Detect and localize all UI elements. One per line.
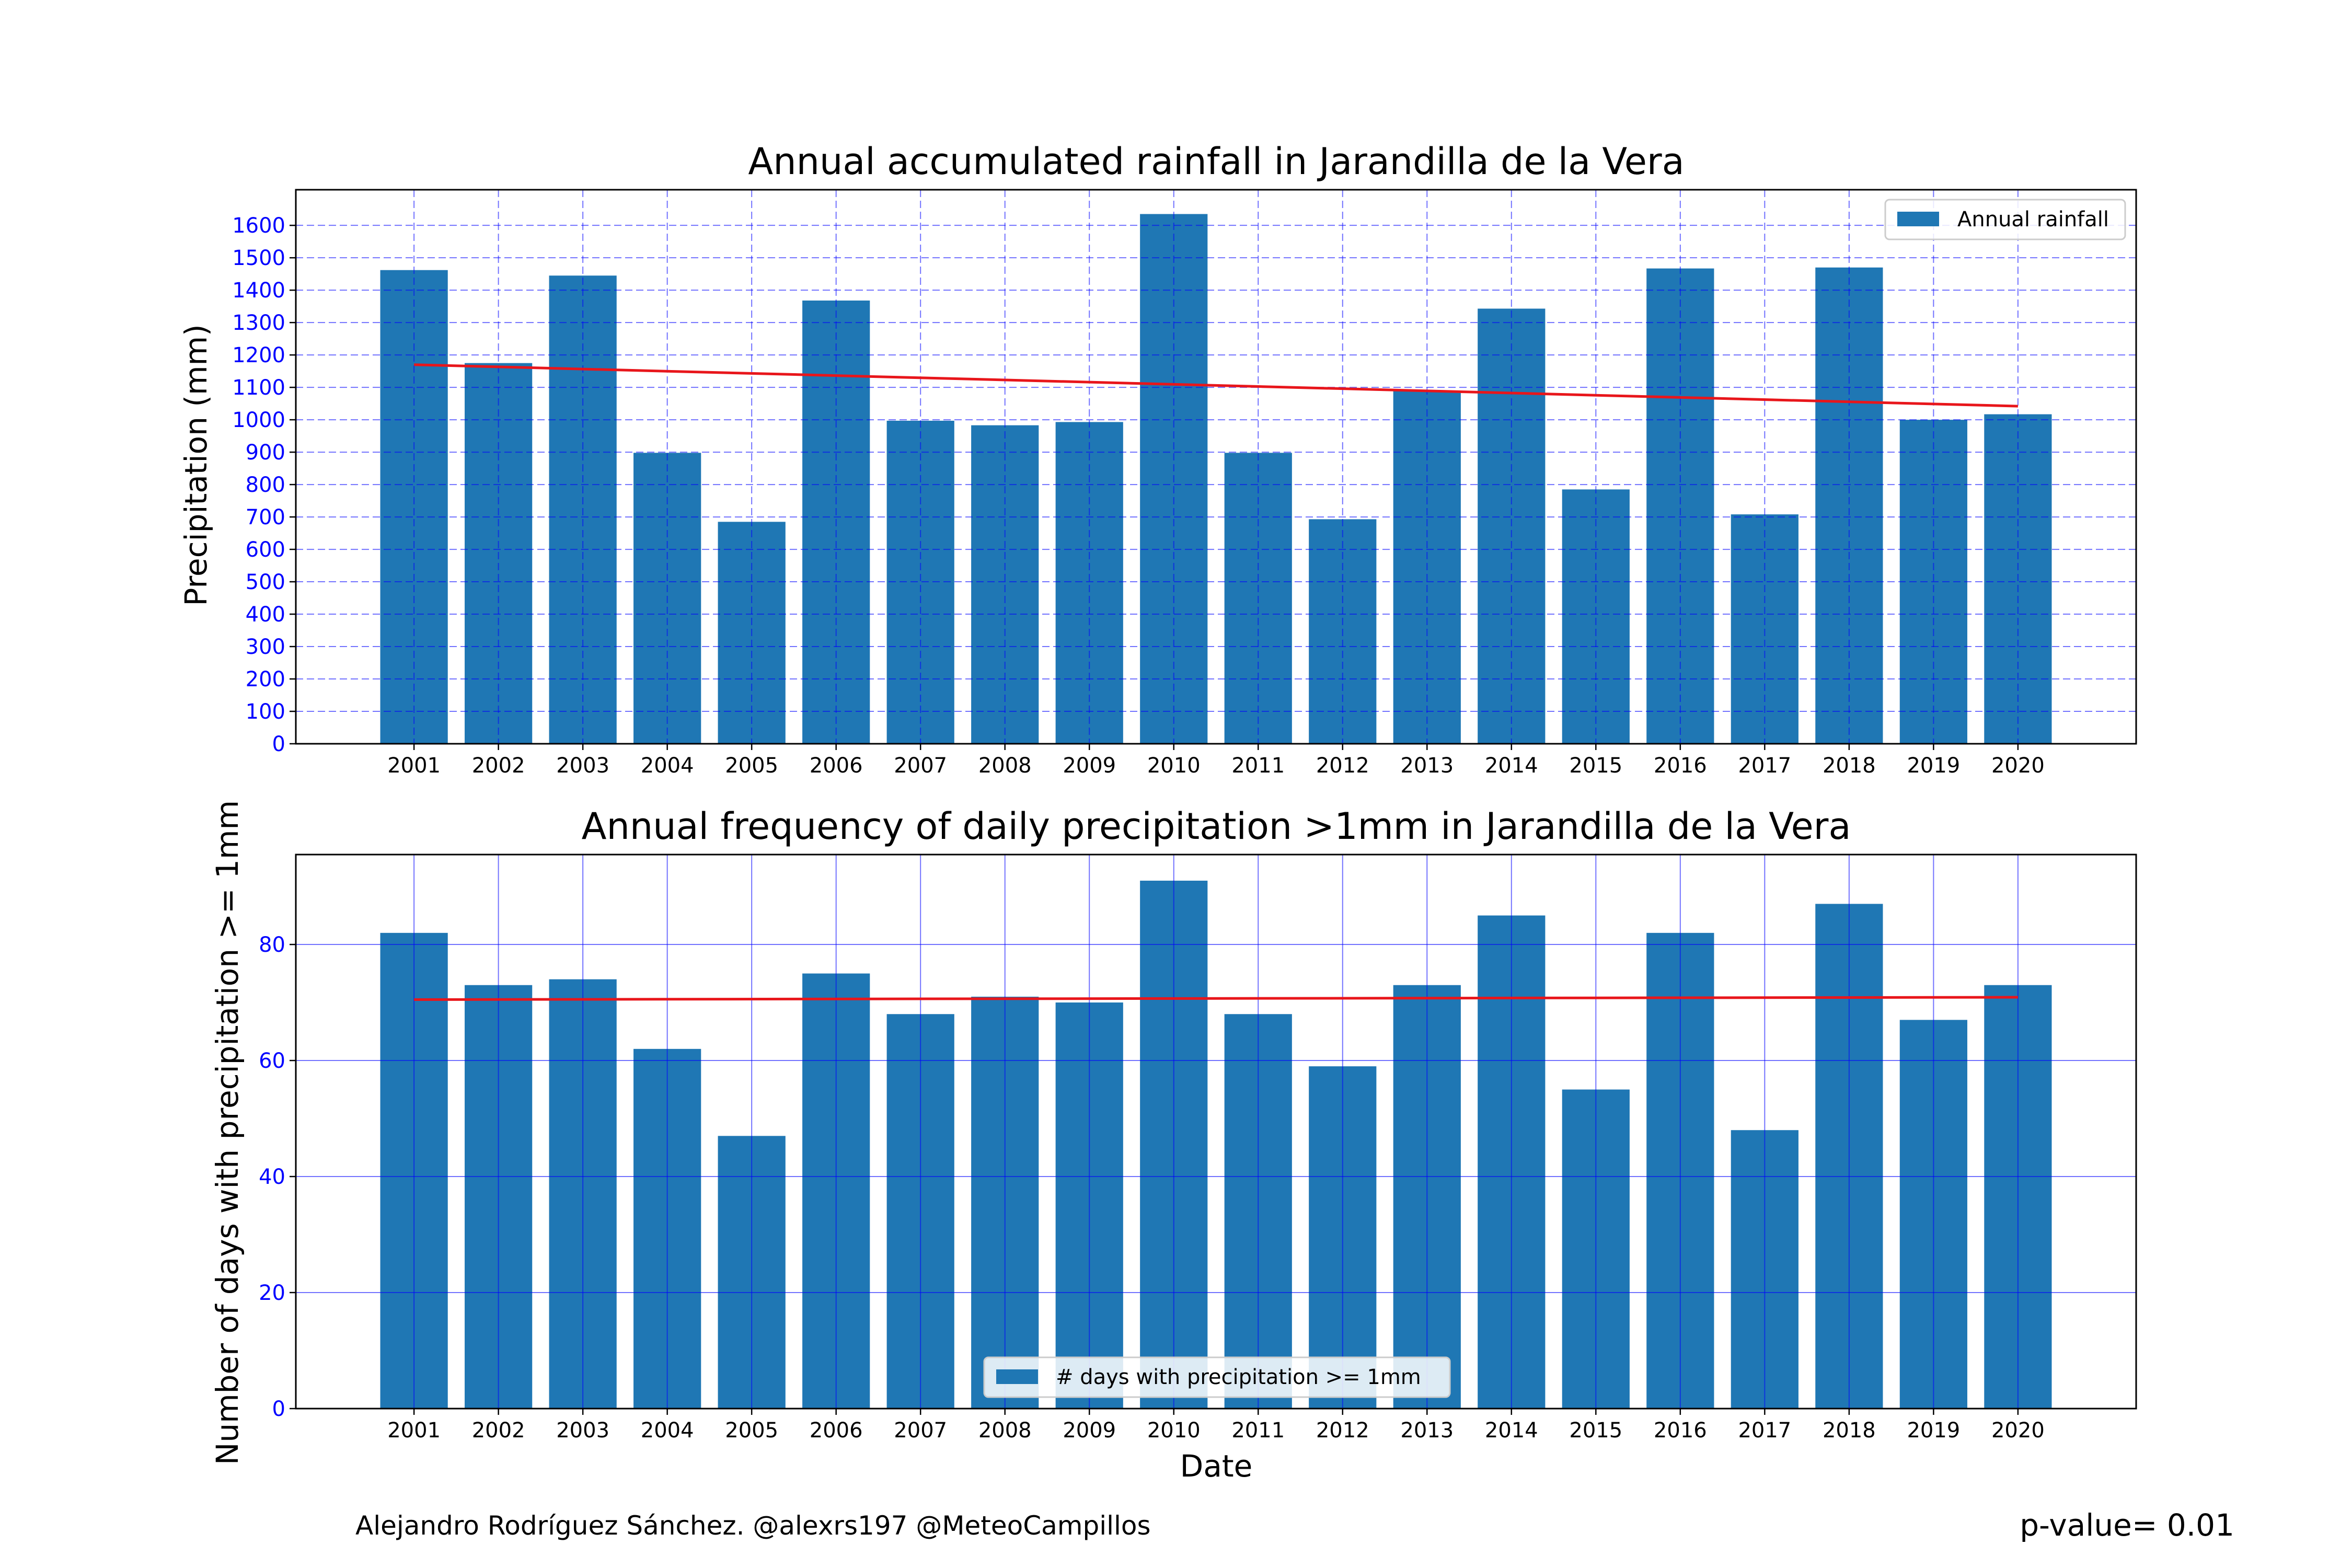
- rainfall-x-tick-label: 2017: [1738, 754, 1791, 778]
- rainfall-x-tick-label: 2006: [810, 754, 863, 778]
- rainfall-x-tick-label: 2013: [1400, 754, 1454, 778]
- rainfall-x-tick-label: 2009: [1063, 754, 1116, 778]
- rain-days-y-axis-label: Number of days with precipitation >= 1mm: [210, 800, 245, 1465]
- rainfall-y-axis-label: Precipitation (mm): [178, 324, 214, 606]
- rainfall-legend-swatch: [1897, 212, 1939, 226]
- p-value-label: p-value= 0.01: [2020, 1507, 2234, 1543]
- rainfall-y-tick-label: 1200: [232, 343, 285, 367]
- rain-days-x-tick-label: 2011: [1231, 1419, 1285, 1443]
- rainfall-legend-label: Annual rainfall: [1957, 207, 2109, 232]
- rain-days-x-tick-label: 2015: [1569, 1419, 1622, 1443]
- rain-days-x-tick-label: 2003: [556, 1419, 609, 1443]
- rainfall-x-tick-label: 2016: [1654, 754, 1707, 778]
- rainfall-y-tick-label: 400: [246, 603, 285, 627]
- rainfall-x-tick-label: 2011: [1231, 754, 1285, 778]
- rainfall-bars: [380, 214, 2052, 744]
- rainfall-y-tick-label: 500: [246, 570, 285, 594]
- rain-days-x-tick-label: 2019: [1907, 1419, 1960, 1443]
- rain-days-chart-title: Annual frequency of daily precipitation …: [582, 805, 1851, 848]
- rainfall-x-tick-label: 2007: [894, 754, 947, 778]
- rainfall-x-tick-label: 2020: [1991, 754, 2045, 778]
- rainfall-x-tick-label: 2015: [1569, 754, 1622, 778]
- rain-days-y-tick-label: 40: [259, 1165, 285, 1189]
- rain-days-x-tick-label: 2010: [1147, 1419, 1201, 1443]
- rainfall-trend: [414, 363, 2018, 408]
- rainfall-grid: [296, 190, 2136, 744]
- rainfall-y-tick-label: 600: [246, 538, 285, 562]
- rain-days-x-tick-label: 2017: [1738, 1419, 1791, 1443]
- rainfall-x-tick-label: 2012: [1316, 754, 1369, 778]
- rain-days-ticks: 0 20 40 60 80 2001 2002 2003 2004 2005 2006 2007 200…: [259, 933, 2045, 1443]
- rainfall-y-tick-label: 100: [246, 700, 285, 724]
- rainfall-y-tick-label: 1300: [232, 311, 285, 335]
- rain-days-x-tick-label: 2009: [1063, 1419, 1116, 1443]
- rain-days-trend: [414, 996, 2018, 1001]
- rainfall-y-tick-label: 300: [246, 635, 285, 659]
- rain-days-chart: Annual frequency of daily precipitation …: [210, 800, 2137, 1484]
- rainfall-x-tick-label: 2018: [1823, 754, 1876, 778]
- rain-days-y-tick-label: 20: [259, 1281, 285, 1305]
- rainfall-y-tick-label: 1500: [232, 246, 285, 270]
- rainfall-plot-frame: [295, 189, 2137, 745]
- rainfall-y-tick-label: 1600: [232, 214, 285, 238]
- rain-days-y-tick-label: 80: [259, 933, 285, 957]
- rainfall-x-tick-label: 2001: [387, 754, 441, 778]
- rainfall-chart: Annual accumulated rainfall in Jarandill…: [178, 140, 2137, 778]
- rainfall-x-tick-label: 2004: [641, 754, 694, 778]
- rainfall-y-tick-label: 200: [246, 667, 285, 691]
- rainfall-x-tick-label: 2014: [1485, 754, 1538, 778]
- rainfall-legend: Annual rainfall: [1884, 199, 2126, 240]
- rainfall-ticks: 0 100 200 300 400 500 600 700 800 900 1000 1100 1200…: [232, 214, 2045, 778]
- rainfall-x-tick-label: 2003: [556, 754, 609, 778]
- rainfall-x-tick-label: 2008: [978, 754, 1032, 778]
- rain-days-y-tick-label: 0: [272, 1397, 285, 1421]
- rainfall-y-tick-label: 1400: [232, 279, 285, 303]
- rain-days-trend-line: [414, 996, 2018, 1001]
- rain-days-x-tick-label: 2004: [641, 1419, 694, 1443]
- rain-days-bars: [380, 880, 2052, 1409]
- rainfall-y-tick-label: 1100: [232, 376, 285, 400]
- rain-days-x-axis-label: Date: [1180, 1448, 1253, 1484]
- rain-days-x-tick-label: 2012: [1316, 1419, 1369, 1443]
- rain-days-x-tick-label: 2014: [1485, 1419, 1538, 1443]
- rain-days-x-tick-label: 2020: [1991, 1419, 2045, 1443]
- rainfall-bar: [1646, 268, 1714, 744]
- rain-days-x-tick-label: 2002: [472, 1419, 525, 1443]
- rainfall-x-tick-label: 2005: [725, 754, 778, 778]
- rain-days-plot-frame: [295, 854, 2137, 1410]
- rain-days-x-tick-label: 2006: [810, 1419, 863, 1443]
- rain-days-y-tick-label: 60: [259, 1049, 285, 1073]
- rainfall-chart-title: Annual accumulated rainfall in Jarandill…: [748, 140, 1684, 183]
- rain-days-legend-label: # days with precipitation >= 1mm: [1056, 1365, 1421, 1389]
- rain-days-x-tick-label: 2001: [387, 1419, 441, 1443]
- rainfall-legend-box: [1884, 199, 2126, 240]
- rain-days-x-tick-label: 2007: [894, 1419, 947, 1443]
- rainfall-x-tick-label: 2010: [1147, 754, 1201, 778]
- rain-days-x-tick-label: 2016: [1654, 1419, 1707, 1443]
- rainfall-y-tick-label: 0: [272, 732, 285, 756]
- rain-days-legend: # days with precipitation >= 1mm: [983, 1356, 1451, 1398]
- rainfall-trend-line: [414, 363, 2018, 408]
- rain-days-x-tick-label: 2005: [725, 1419, 778, 1443]
- rainfall-x-tick-label: 2002: [472, 754, 525, 778]
- author-credit: Alejandro Rodríguez Sánchez. @alexrs197 …: [355, 1511, 1151, 1541]
- rainfall-y-tick-label: 900: [246, 441, 285, 465]
- rainfall-y-tick-label: 800: [246, 473, 285, 497]
- rainfall-y-tick-label: 700: [246, 505, 285, 529]
- rain-days-x-tick-label: 2008: [978, 1419, 1032, 1443]
- rainfall-x-tick-label: 2019: [1907, 754, 1960, 778]
- rain-days-legend-swatch: [996, 1369, 1038, 1384]
- rain-days-x-tick-label: 2018: [1823, 1419, 1876, 1443]
- rain-days-x-tick-label: 2013: [1400, 1419, 1454, 1443]
- rain-days-legend-box: [983, 1356, 1451, 1398]
- rainfall-y-tick-label: 1000: [232, 408, 285, 432]
